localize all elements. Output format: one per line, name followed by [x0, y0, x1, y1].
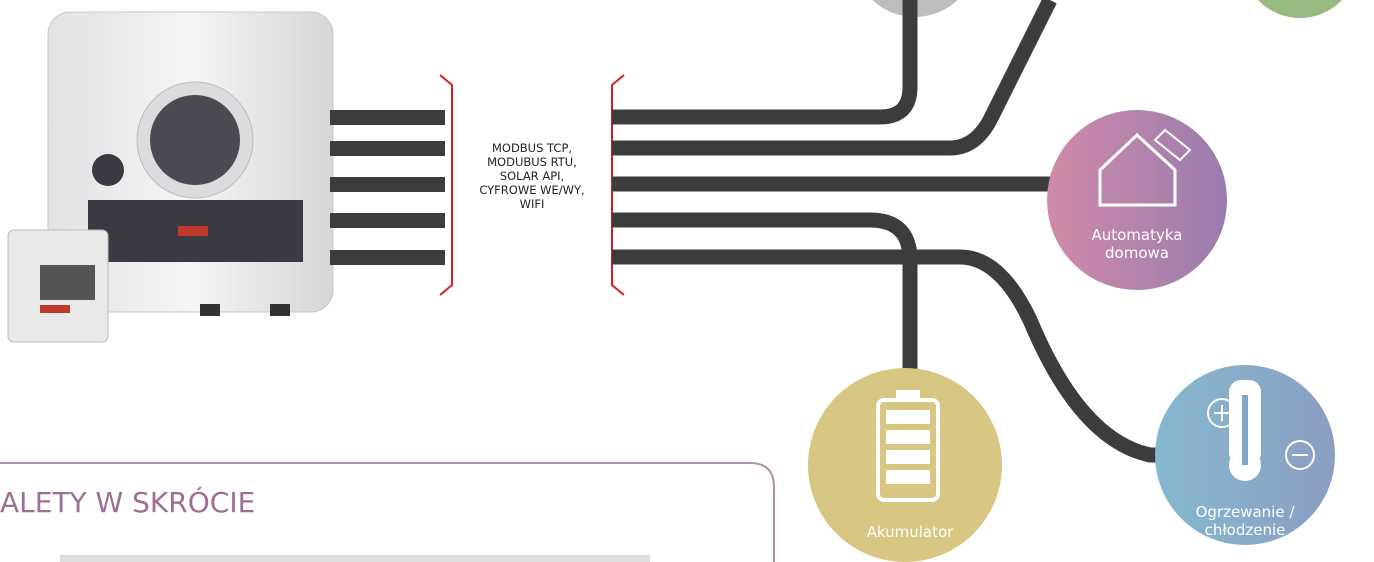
node-battery: Akumulator — [808, 368, 1002, 562]
node-label: Automatyka — [1091, 226, 1182, 244]
diagram: MODBUS TCP, MODUBUS RTU, SOLAR API, CYFR… — [0, 0, 1374, 562]
node-top-green — [1242, 0, 1358, 18]
node-heating-cooling: Ogrzewanie / chłodzenie — [1155, 365, 1335, 545]
left-wires — [330, 110, 445, 265]
cut-text — [60, 555, 650, 562]
page: MODBUS TCP, MODUBUS RTU, SOLAR API, CYFR… — [0, 0, 1374, 562]
node-label: chłodzenie — [1205, 521, 1286, 539]
protocol: WIFI — [520, 197, 545, 211]
protocol: MODBUS TCP, — [492, 141, 572, 155]
node-label: domowa — [1105, 244, 1169, 262]
protocol: SOLAR API, — [500, 169, 564, 183]
node-label: Ogrzewanie / — [1196, 503, 1296, 521]
inverter-image — [8, 12, 333, 342]
protocol: CYFROWE WE/WY, — [479, 183, 584, 197]
summary-box: ALETY W SKRÓCIE — [0, 463, 774, 562]
summary-title: ALETY W SKRÓCIE — [0, 485, 255, 519]
protocol-list: MODBUS TCP, MODUBUS RTU, SOLAR API, CYFR… — [479, 141, 584, 211]
node-home-automation: Automatyka domowa — [1047, 110, 1227, 290]
protocol: MODUBUS RTU, — [487, 155, 577, 169]
node-label: Akumulator — [867, 523, 955, 541]
